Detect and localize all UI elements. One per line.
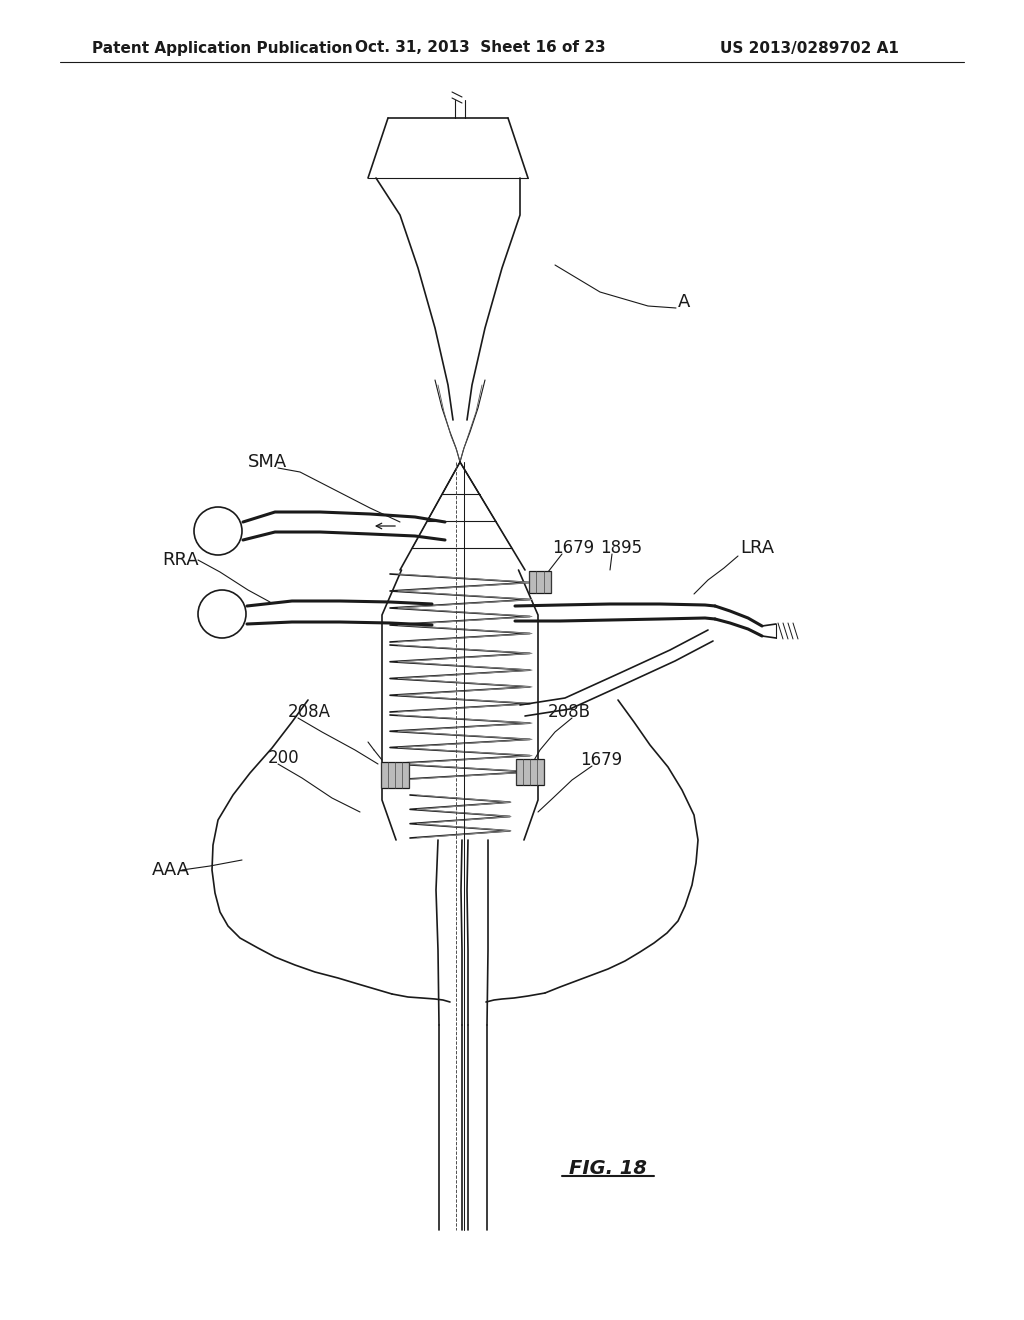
Text: Oct. 31, 2013  Sheet 16 of 23: Oct. 31, 2013 Sheet 16 of 23 — [355, 41, 605, 55]
Text: 1895: 1895 — [600, 539, 642, 557]
Text: LRA: LRA — [740, 539, 774, 557]
Text: US 2013/0289702 A1: US 2013/0289702 A1 — [720, 41, 899, 55]
Circle shape — [194, 507, 242, 554]
Text: 1679: 1679 — [580, 751, 623, 770]
Text: SMA: SMA — [248, 453, 288, 471]
Text: 200: 200 — [268, 748, 300, 767]
Text: FIG. 18: FIG. 18 — [569, 1159, 647, 1177]
Bar — [381, 762, 409, 788]
Bar — [516, 759, 544, 785]
Text: 1679: 1679 — [552, 539, 594, 557]
Text: A: A — [678, 293, 690, 312]
Bar — [529, 572, 551, 593]
Text: 208A: 208A — [288, 704, 331, 721]
Text: Patent Application Publication: Patent Application Publication — [92, 41, 352, 55]
Circle shape — [198, 590, 246, 638]
Text: AAA: AAA — [152, 861, 190, 879]
Text: RRA: RRA — [162, 550, 199, 569]
Text: 208B: 208B — [548, 704, 591, 721]
